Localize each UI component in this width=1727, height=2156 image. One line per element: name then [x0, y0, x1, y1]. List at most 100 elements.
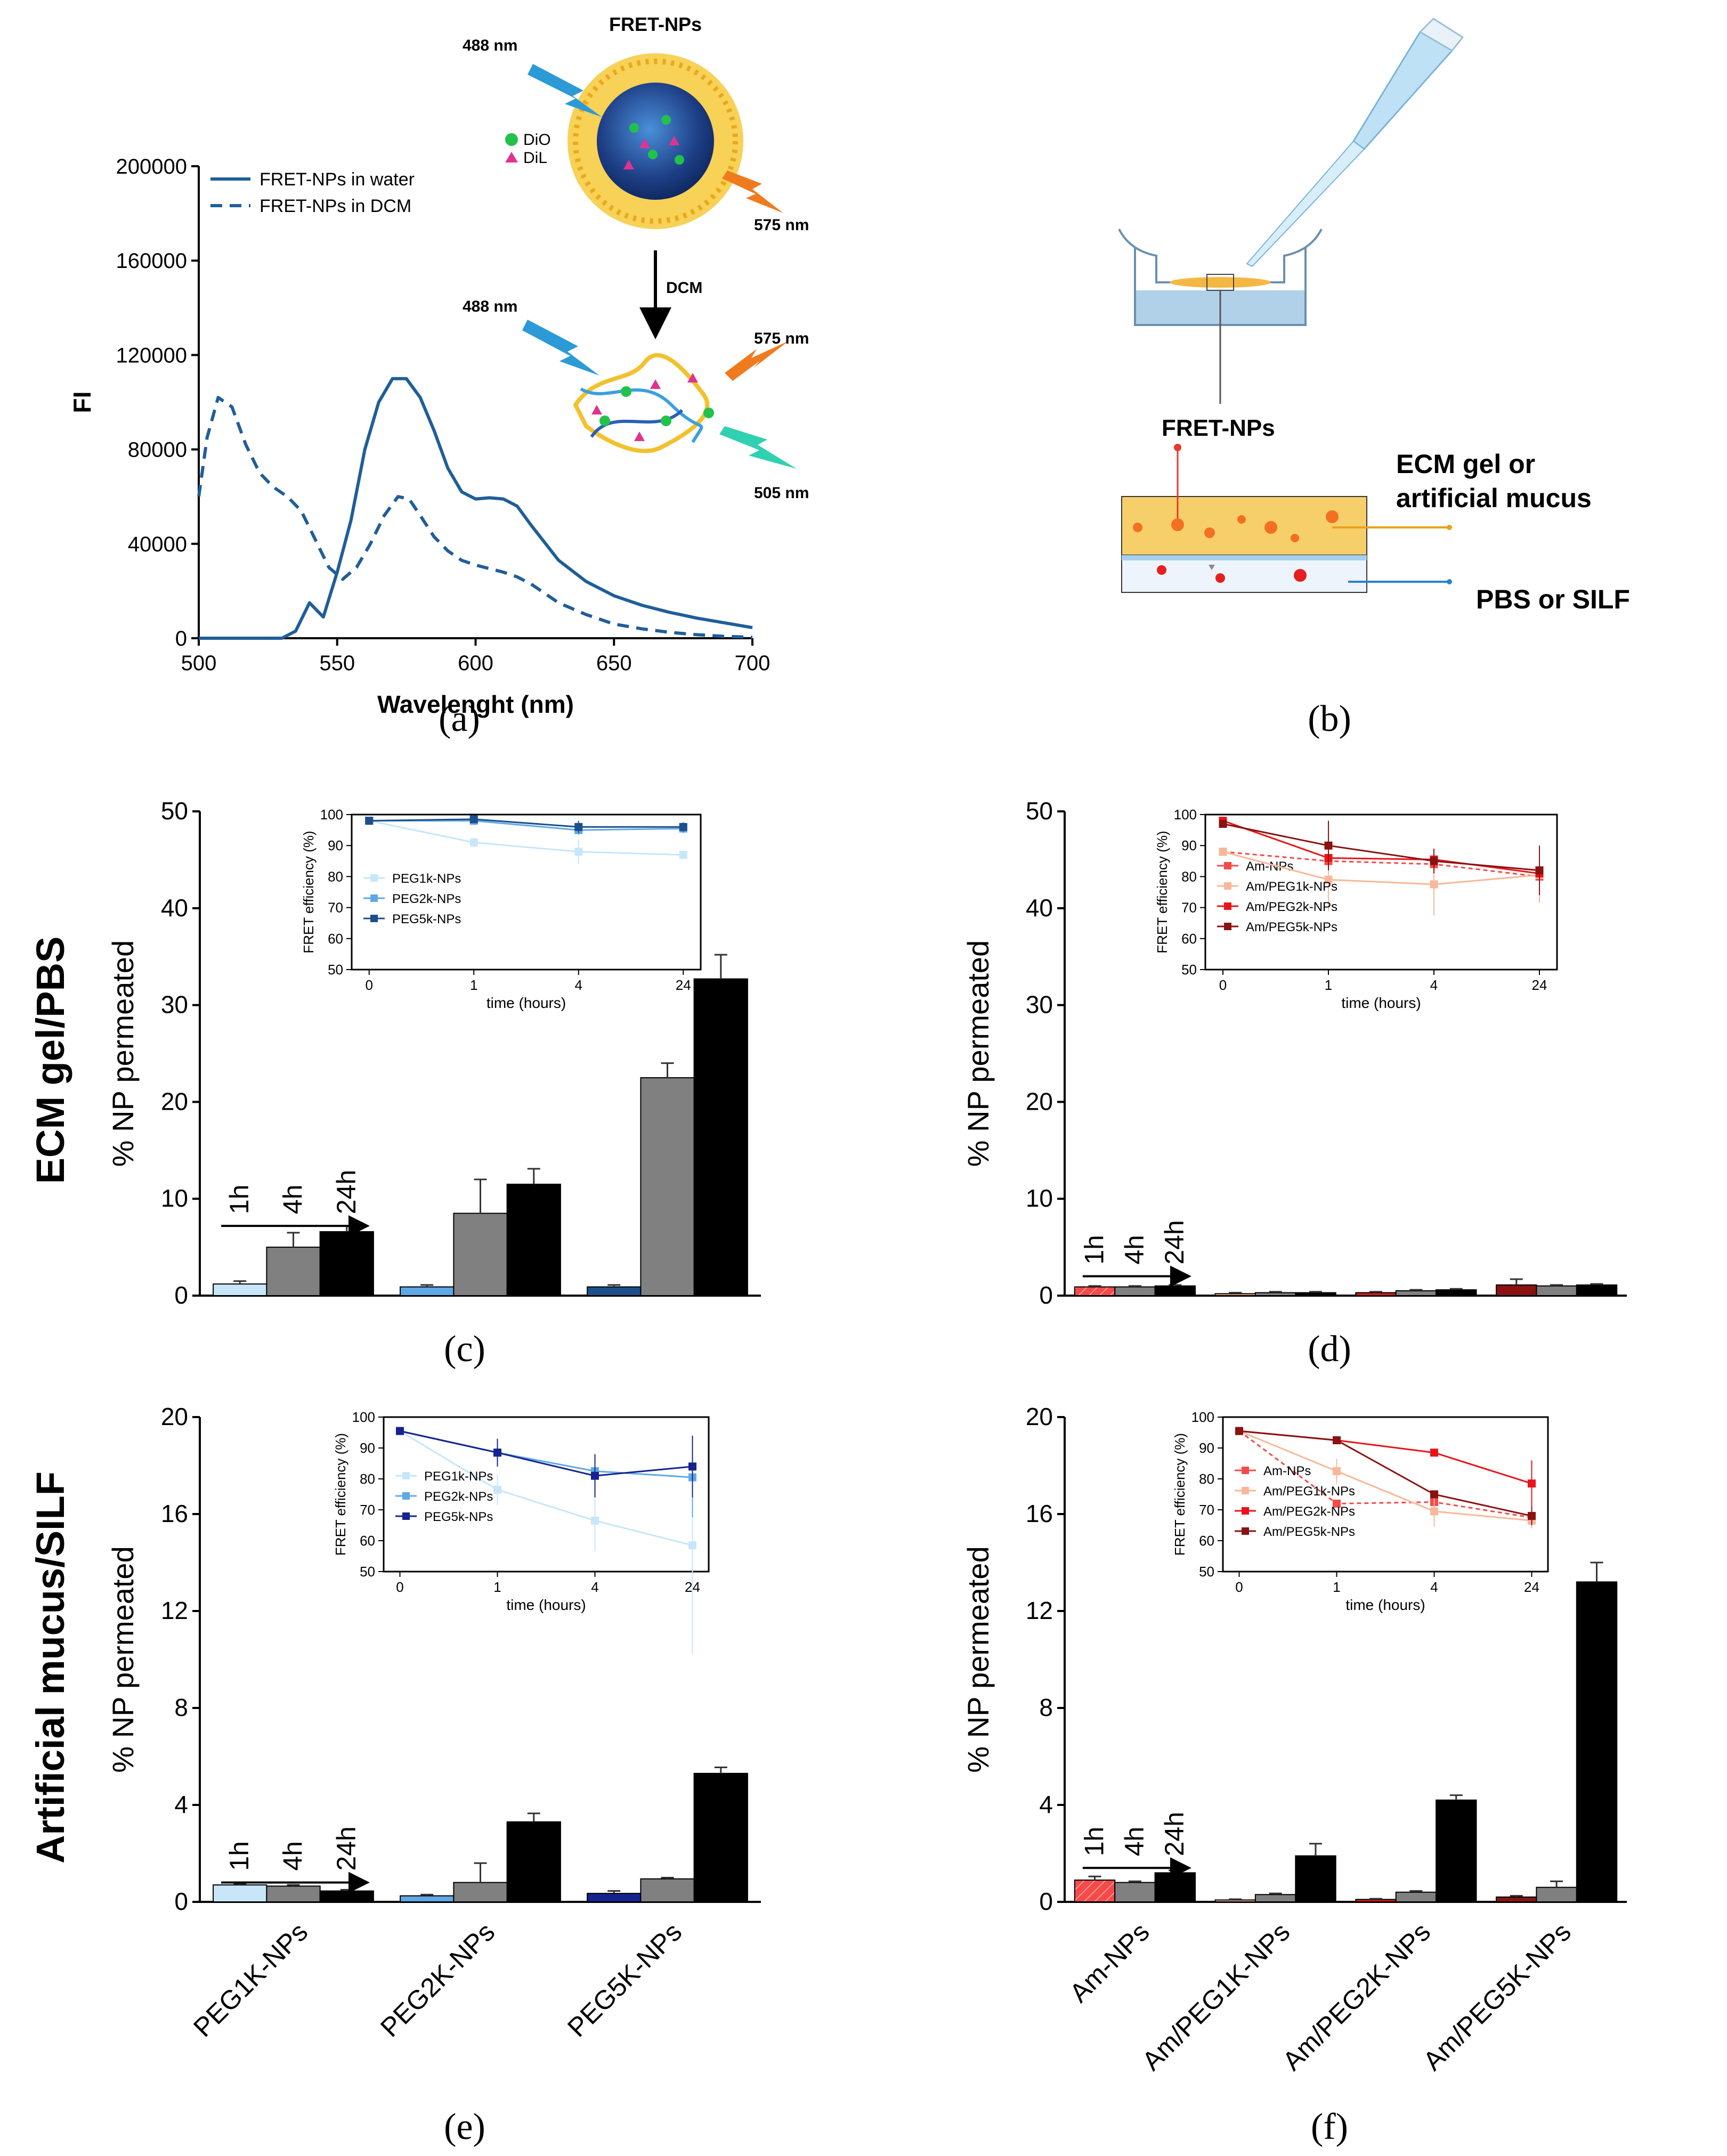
inset-legend-marker-1: [402, 1492, 410, 1500]
x-category-label: Am/PEG2K-NPs: [1277, 1917, 1436, 2076]
inset-legend-marker-3: [1242, 1527, 1249, 1535]
bar-2: [1576, 1581, 1618, 1902]
bar-0: [1355, 1899, 1397, 1902]
x-category-label: Am-NPs: [1064, 1917, 1155, 2008]
y-tick-label: 0: [175, 627, 187, 650]
inset-y-tick-label: 50: [1181, 962, 1197, 978]
layer-schematic: [1121, 444, 1452, 593]
legend-dil: DiL: [505, 149, 547, 167]
bar-1: [266, 1247, 321, 1297]
y-tick-label: 0: [1039, 1281, 1053, 1309]
inset-y-tick-label: 90: [328, 837, 343, 853]
inset-x-tick-label: 24: [1532, 977, 1547, 993]
row-label-ecm: ECM gel/PBS: [28, 937, 72, 1184]
ex2-label: 488 nm: [463, 298, 517, 315]
bar-0: [1355, 1292, 1397, 1296]
bar-2: [1436, 1799, 1477, 1902]
inset-frame: [383, 1416, 710, 1573]
x-tick-label: 550: [319, 652, 355, 675]
nanoparticle-disassembled: [573, 353, 714, 453]
inset-marker: [574, 848, 583, 856]
panel-label-e: (e): [444, 2106, 485, 2147]
layer-top-label-1: ECM gel or: [1396, 449, 1535, 479]
y-tick-label: 12: [1026, 1597, 1053, 1624]
bar-0: [1214, 1293, 1256, 1296]
inset-marker: [1430, 1507, 1438, 1516]
inset-series-line-0: [1238, 1430, 1532, 1518]
x-tick-label: 600: [458, 652, 493, 675]
inset-series-line-1: [1238, 1430, 1532, 1522]
bar-1: [1254, 1292, 1296, 1296]
inset-series-line-0: [399, 1430, 693, 1547]
y-tick-label: 8: [1039, 1694, 1053, 1721]
inset-legend-marker-0: [402, 1472, 410, 1479]
spectrum-chart: 500 550 600 650 700 0 40000 80000 120000 160000 20…: [68, 155, 770, 718]
inset-legend-label-0: PEG1k-NPs: [392, 872, 461, 886]
lightning-em2-icon: [725, 341, 789, 381]
inset-marker: [1535, 866, 1544, 875]
bar-2: [1154, 1285, 1196, 1297]
inset-marker: [591, 1471, 599, 1480]
inset-y-tick-label: 60: [360, 1533, 375, 1549]
inset-legend-marker-0: [370, 874, 378, 882]
time-label: 4h: [1120, 1235, 1149, 1265]
inset-marker: [493, 1449, 501, 1457]
schematic-a-title: FRET-NPs: [609, 13, 702, 35]
inset-y-tick-label: 100: [1191, 1409, 1214, 1425]
inset-legend-marker-1: [1242, 1487, 1249, 1494]
inset-legend-marker-0: [1242, 1467, 1249, 1474]
inset-y-tick-label: 50: [360, 1564, 375, 1580]
em3-label: 505 nm: [754, 484, 809, 502]
panel-label-f: (f): [1311, 2106, 1348, 2147]
bar-2: [1295, 1855, 1336, 1903]
inset-x-tick-label: 1: [1333, 1579, 1340, 1595]
bar-1: [1254, 1894, 1296, 1903]
dio-label: DiO: [523, 131, 551, 149]
x-tick-label: 650: [596, 652, 632, 675]
inset-frame: [351, 813, 702, 971]
inset-y-tick-label: 90: [360, 1440, 375, 1456]
inset-y-tick-label: 90: [1181, 837, 1197, 853]
time-label: 24h: [1160, 1220, 1189, 1264]
fret-nps-label: FRET-NPs: [1162, 415, 1275, 441]
inset-marker: [688, 1462, 696, 1471]
inset-legend-marker-1: [370, 894, 378, 902]
inset-marker: [1430, 880, 1438, 889]
inset-x-title: time (hours): [1341, 995, 1421, 1011]
bar-0: [587, 1286, 642, 1297]
schematic-a: FRET-NPs DiO DiL 488 nm 575 nm: [463, 13, 809, 502]
bar-1: [453, 1882, 508, 1903]
lightning-ex1-icon: [528, 64, 602, 117]
inset-series-line-2: [369, 818, 684, 828]
x-tick-label: 700: [735, 652, 771, 675]
y-tick-label: 200000: [116, 155, 187, 178]
inset-legend-marker-0: [1224, 862, 1231, 869]
inset-x-tick-label: 0: [1219, 977, 1227, 993]
y-tick-label: 80000: [128, 438, 187, 462]
inset-legend-label-0: PEG1k-NPs: [424, 1469, 493, 1484]
y-tick-label: 40: [1026, 894, 1053, 922]
inset-y-tick-label: 70: [1181, 900, 1197, 916]
x-category-label: PEG2K-NPs: [375, 1917, 500, 2043]
x-tick-label: 500: [181, 652, 217, 675]
y-tick-label: 20: [1026, 1087, 1053, 1115]
y-tick-label: 12: [161, 1597, 188, 1624]
time-label: 4h: [278, 1841, 308, 1871]
inset-y-title: FRET efficiency (%): [1172, 1433, 1188, 1556]
inset-x-tick-label: 0: [396, 1579, 403, 1595]
time-label: 1h: [224, 1184, 254, 1214]
bar-1: [1114, 1286, 1156, 1297]
inset-marker: [1219, 848, 1227, 856]
bar-1: [1114, 1882, 1156, 1903]
inset-series-line-3: [1222, 823, 1540, 872]
panel-label-d: (d): [1308, 1329, 1351, 1370]
inset-x-tick-label: 1: [1325, 977, 1332, 993]
inset-marker: [679, 823, 687, 831]
inset-x-tick-label: 0: [366, 977, 373, 993]
y-axis-title: % NP permeated: [106, 1546, 140, 1772]
bar-0: [1496, 1284, 1537, 1296]
inset-x-tick-label: 4: [591, 1579, 598, 1595]
legend-label-0: FRET-NPs in water: [260, 169, 415, 190]
inset-legend-label-3: Am/PEG5k-NPs: [1263, 1525, 1355, 1539]
